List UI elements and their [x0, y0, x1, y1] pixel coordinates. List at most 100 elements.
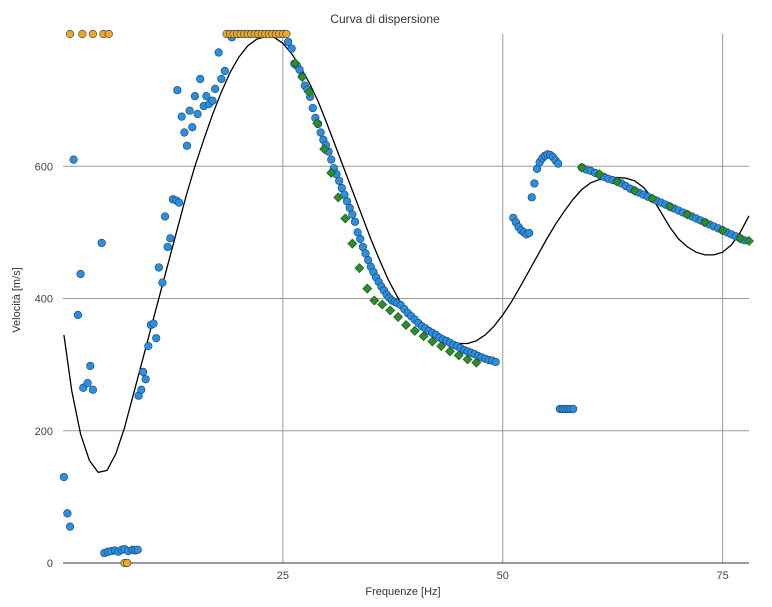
data-point-diamond	[700, 217, 711, 228]
data-point-diamond	[664, 201, 675, 212]
data-point-diamond	[319, 144, 330, 155]
data-point-diamond	[312, 118, 323, 129]
data-point-circle	[173, 86, 182, 95]
data-point-circle	[163, 242, 172, 252]
data-point-diamond	[418, 331, 429, 342]
data-point-diamond	[744, 235, 754, 246]
data-point-circle	[211, 84, 220, 93]
data-point-circle	[530, 179, 539, 188]
data-point-circle	[525, 228, 534, 238]
data-point-circle	[177, 112, 186, 121]
data-point-circle	[158, 278, 167, 287]
data-point-circle	[83, 379, 92, 388]
data-point-circle	[166, 234, 175, 243]
data-point-diamond	[647, 193, 658, 204]
data-point-diamond	[436, 341, 447, 352]
data-point-diamond	[393, 312, 404, 323]
chart-title: Curva di dispersione	[330, 12, 440, 26]
data-point-circle	[316, 128, 325, 137]
data-point-circle	[141, 375, 150, 384]
data-point-circle	[188, 123, 197, 132]
data-point-diamond	[453, 350, 464, 361]
fit-curve-line	[63, 35, 750, 474]
data-point-diamond	[612, 176, 623, 187]
data-point-diamond	[297, 71, 308, 82]
data-point-circle	[185, 106, 194, 115]
data-point-diamond	[290, 58, 301, 69]
data-point-circle	[287, 44, 296, 53]
data-point-diamond	[594, 169, 605, 180]
data-point-circle	[284, 37, 293, 47]
data-point-diamond	[717, 225, 728, 236]
series-group	[59, 29, 754, 568]
data-point-diamond	[401, 319, 411, 330]
data-point-diamond	[304, 87, 315, 98]
data-point-diamond	[735, 233, 746, 244]
data-point-circle	[149, 319, 158, 328]
data-point-circle	[193, 109, 202, 119]
data-point-circle	[356, 234, 365, 244]
data-point-circle	[217, 74, 226, 84]
data-point-diamond	[462, 354, 473, 365]
data-point-circle	[160, 212, 170, 221]
data-point-diamond	[471, 357, 482, 368]
data-point-diamond	[326, 167, 337, 178]
data-point-circle	[88, 29, 98, 39]
y-tick-label: 400	[35, 294, 53, 306]
data-point-circle	[138, 367, 148, 376]
data-point-circle	[527, 193, 536, 202]
data-point-circle	[104, 29, 113, 39]
data-point-diamond	[427, 336, 438, 347]
data-point-circle	[144, 342, 153, 351]
data-point-circle	[65, 29, 75, 39]
data-point-circle	[59, 472, 68, 482]
data-point-diamond	[444, 346, 455, 357]
data-point-circle	[123, 558, 132, 568]
data-point-circle	[63, 509, 72, 518]
data-point-circle	[308, 103, 317, 113]
data-point-circle	[88, 385, 98, 394]
y-axis-label: Velocità [m/s]	[11, 267, 23, 332]
data-point-diamond	[576, 162, 587, 173]
data-point-circle	[174, 198, 184, 207]
x-tick-label: 75	[716, 570, 728, 582]
data-point-circle	[182, 141, 192, 150]
data-point-circle	[137, 385, 146, 394]
data-point-circle	[214, 48, 223, 57]
data-point-circle	[282, 29, 291, 39]
data-point-diamond	[354, 263, 365, 274]
data-point-diamond	[362, 283, 373, 294]
data-point-diamond	[409, 325, 420, 336]
data-point-circle	[196, 74, 205, 84]
data-point-circle	[133, 545, 142, 554]
data-point-diamond	[340, 213, 351, 224]
data-point-circle	[335, 176, 344, 185]
data-point-diamond	[629, 185, 640, 196]
data-point-diamond	[385, 305, 396, 316]
data-point-circle	[86, 361, 95, 371]
data-point-circle	[152, 334, 161, 343]
y-tick-label: 200	[35, 426, 53, 438]
data-point-circle	[76, 269, 85, 279]
data-point-circle	[78, 29, 87, 39]
data-point-circle	[97, 238, 106, 248]
data-point-circle	[65, 522, 75, 531]
x-tick-label: 25	[277, 570, 289, 582]
data-point-diamond	[369, 295, 380, 306]
data-point-diamond	[682, 209, 693, 220]
data-point-circle	[350, 217, 360, 226]
data-point-circle	[491, 357, 500, 367]
data-point-diamond	[347, 238, 358, 249]
data-point-circle	[69, 155, 78, 164]
data-point-diamond	[333, 192, 344, 203]
data-point-circle	[202, 92, 211, 101]
plot-area: 25 50 75 0 200 400 600	[35, 29, 754, 582]
data-point-diamond	[377, 299, 388, 310]
data-point-circle	[154, 263, 163, 272]
y-tick-label: 0	[47, 558, 53, 570]
data-point-circle	[190, 92, 200, 101]
x-axis-label: Frequenze [Hz]	[365, 586, 440, 598]
data-point-circle	[327, 155, 336, 164]
y-tick-label: 600	[35, 161, 53, 173]
